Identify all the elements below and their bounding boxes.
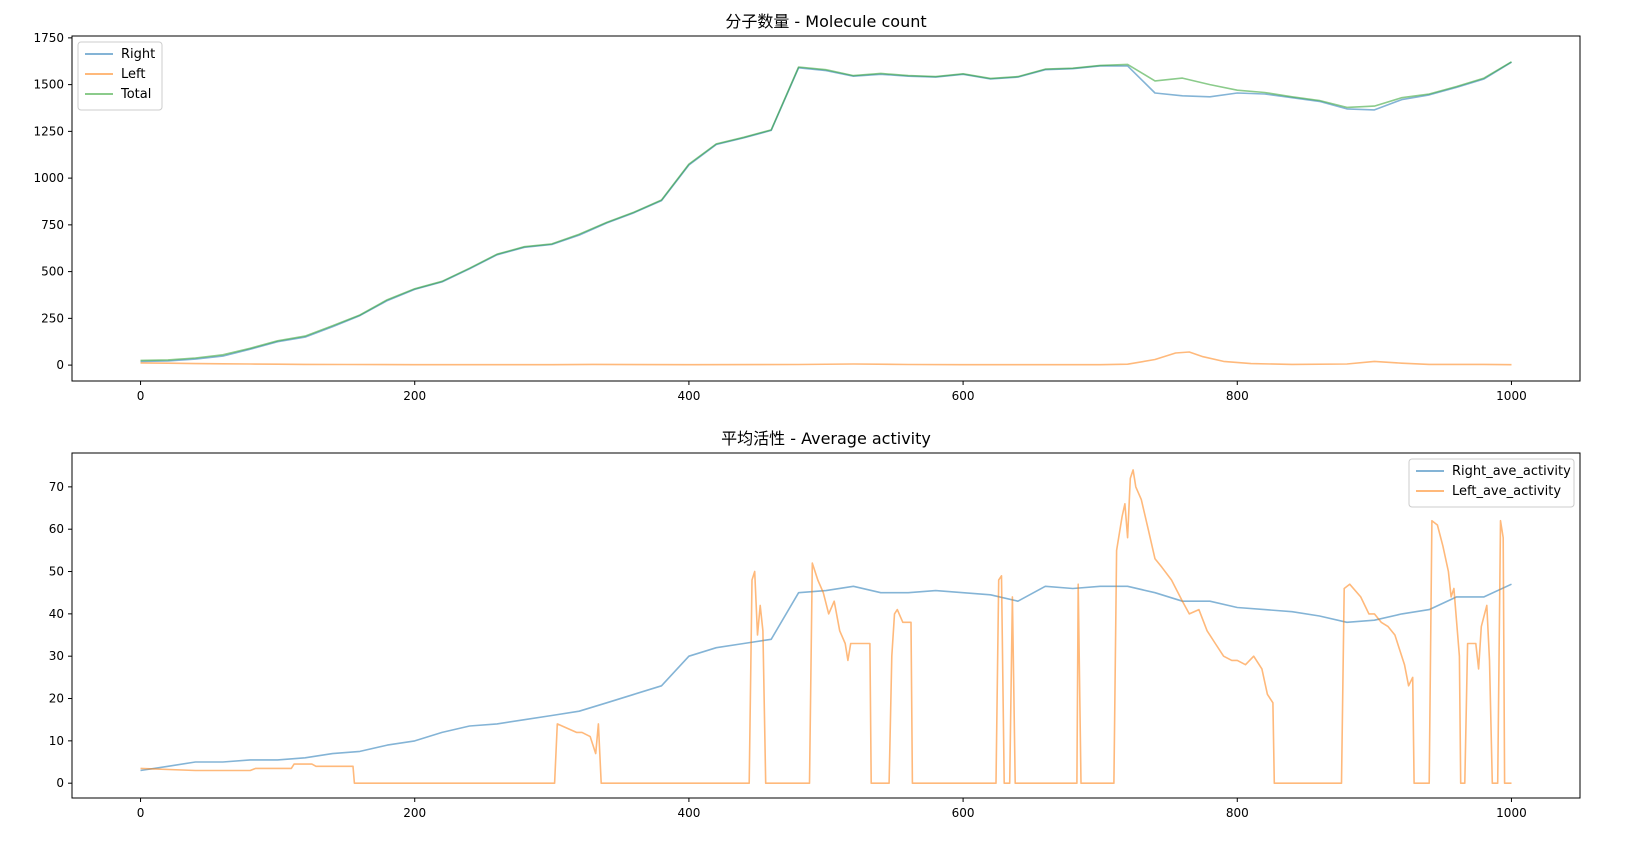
x-tick-label: 0	[137, 389, 145, 403]
plot-frame	[71, 452, 1581, 799]
x-tick-label: 400	[677, 389, 700, 403]
series-line-left	[140, 351, 1512, 366]
legend-label: Total	[120, 87, 151, 102]
y-tick-label: 40	[49, 607, 64, 621]
series-line-total	[140, 61, 1512, 362]
x-tick-label: 200	[403, 389, 426, 403]
molecule-count-chart: 分子数量 - Molecule count 0 200 400 600 800 1000 0 2…	[33, 12, 1581, 403]
legend-box	[1408, 458, 1575, 508]
series-line-right	[140, 61, 1512, 363]
series-line-right-ave-activity	[140, 583, 1512, 772]
x-tick-label: 600	[952, 389, 975, 403]
chart-title: 分子数量 - Molecule count	[725, 12, 926, 31]
y-tick-label: 0	[56, 358, 64, 372]
legend-label: Right	[121, 47, 155, 62]
legend-label: Right_ave_activity	[1452, 464, 1571, 479]
y-tick-label: 0	[56, 776, 64, 790]
legend-label: Left_ave_activity	[1452, 484, 1561, 499]
y-tick-label: 1250	[33, 124, 64, 138]
x-tick-label: 1000	[1496, 806, 1527, 820]
y-tick-label: 20	[49, 692, 64, 706]
y-tick-label: 500	[41, 265, 64, 279]
y-tick-label: 50	[49, 565, 64, 579]
y-tick-label: 750	[41, 218, 64, 232]
y-tick-label: 70	[49, 480, 64, 494]
legend: Right Left Total	[77, 41, 163, 111]
y-tick-label: 1750	[33, 31, 64, 45]
legend: Right_ave_activity Left_ave_activity	[1408, 458, 1575, 508]
y-tick-label: 1000	[33, 171, 64, 185]
x-tick-label: 0	[137, 806, 145, 820]
x-tick-label: 600	[952, 806, 975, 820]
x-tick-label: 1000	[1496, 389, 1527, 403]
y-tick-label: 60	[49, 522, 64, 536]
series-line-left-ave-activity	[140, 469, 1512, 785]
legend-label: Left	[121, 67, 145, 82]
x-tick-label: 800	[1226, 806, 1249, 820]
x-tick-label: 800	[1226, 389, 1249, 403]
y-tick-label: 30	[49, 649, 64, 663]
chart-title: 平均活性 - Average activity	[721, 429, 931, 448]
y-tick-label: 1500	[33, 78, 64, 92]
y-tick-label: 250	[41, 311, 64, 325]
y-tick-label: 10	[49, 734, 64, 748]
plot-frame	[71, 35, 1581, 382]
x-tick-label: 200	[403, 806, 426, 820]
x-tick-label: 400	[677, 806, 700, 820]
